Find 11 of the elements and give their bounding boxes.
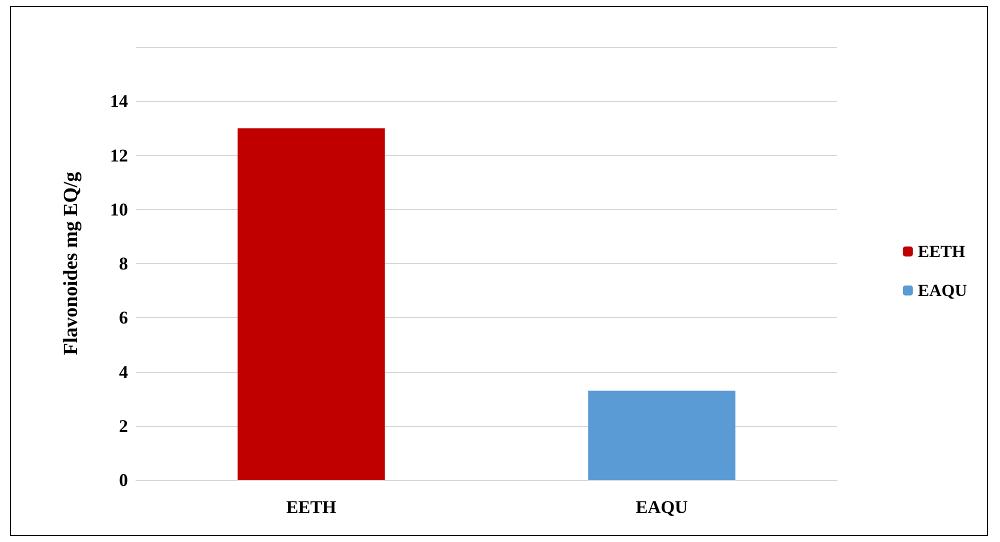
y-tick-label: 4 (119, 362, 128, 382)
y-tick-label: 8 (119, 254, 128, 274)
y-axis-title: Flavonoides mg EQ/g (60, 172, 82, 356)
y-tick-label: 10 (110, 199, 128, 220)
legend-label: EAQU (918, 281, 968, 300)
y-tick-label: 0 (119, 470, 128, 490)
y-tick-label: 6 (119, 308, 128, 328)
y-tick-label: 2 (119, 416, 128, 436)
y-tick-label: 14 (110, 91, 128, 112)
legend-label: EETH (918, 242, 966, 261)
y-tick-label: 12 (110, 145, 128, 166)
